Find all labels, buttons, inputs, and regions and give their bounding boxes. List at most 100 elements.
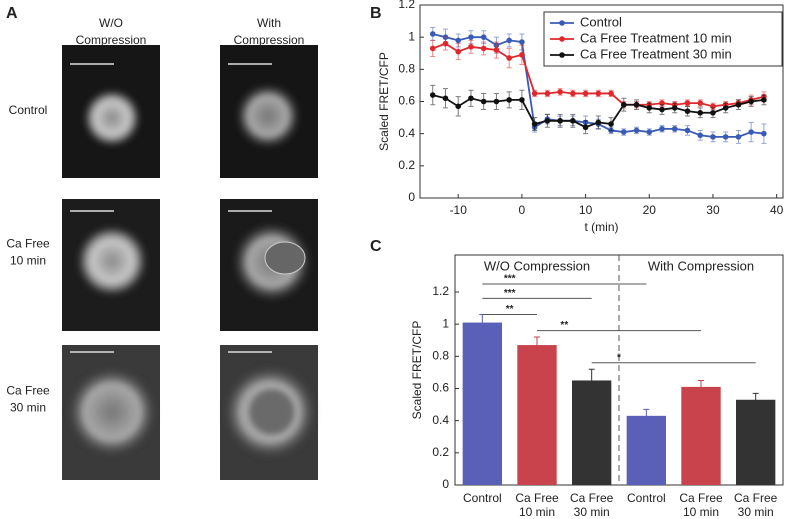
series-marker (684, 108, 691, 114)
error-bar (698, 379, 704, 394)
micrograph (220, 345, 318, 480)
y-tick-label: 0.8 (432, 349, 449, 363)
series-marker (608, 90, 614, 97)
y-tick-label: 0.4 (398, 126, 415, 140)
x-tick-label: Control (627, 491, 666, 505)
series-marker (519, 39, 525, 45)
series-marker (748, 129, 754, 135)
significance-label: ** (506, 304, 514, 315)
series-marker (442, 40, 449, 47)
significance-label: * (617, 352, 621, 363)
legend-label: Control (580, 14, 622, 29)
column-label-part: With (257, 16, 281, 30)
series-marker (544, 90, 551, 97)
series-marker (671, 126, 678, 132)
series-marker (480, 98, 487, 105)
legend-marker (559, 52, 565, 58)
error-bar (534, 336, 540, 354)
x-tick-label: Control (463, 491, 502, 505)
micrograph (62, 45, 160, 178)
series-marker (531, 121, 538, 127)
legend-box (543, 11, 783, 67)
series-marker (735, 101, 742, 108)
series-marker (684, 100, 691, 106)
series-marker (455, 103, 462, 110)
series-marker (697, 132, 704, 139)
series-marker (493, 98, 500, 105)
row-label: 30 min (10, 401, 46, 415)
x-tick-label: 40 (770, 203, 784, 217)
series-marker (582, 90, 589, 97)
y-tick-label: 1.2 (432, 284, 449, 298)
bar (681, 386, 721, 485)
series-marker (748, 98, 754, 105)
y-tick-label: 0.4 (432, 413, 449, 427)
panel-label: A (6, 5, 18, 22)
x-axis-label: t (min) (585, 220, 619, 234)
panel-a: A (6, 5, 318, 480)
bar (517, 345, 557, 485)
error-bar (588, 368, 595, 393)
x-tick-label: 10 min (519, 505, 555, 519)
x-tick-label: Ca Free (734, 491, 778, 505)
legend-label: Ca Free Treatment 10 min (580, 30, 732, 45)
micrograph (62, 199, 160, 331)
column-label: W/O Compression (76, 16, 147, 47)
y-tick-label: 1 (408, 29, 415, 43)
legend-marker (559, 20, 565, 26)
y-tick-label: 1 (442, 316, 449, 330)
series-marker (429, 92, 436, 98)
series-marker (646, 129, 653, 135)
y-tick-label: 0.6 (432, 381, 449, 395)
y-tick-label: 0 (442, 477, 449, 491)
series-marker (659, 106, 665, 113)
series-marker (722, 134, 729, 140)
group-label: W/O Compression (484, 258, 590, 273)
bar (462, 322, 503, 485)
series-marker (506, 97, 512, 103)
y-tick-label: 0.2 (398, 158, 415, 172)
series-marker (429, 45, 436, 52)
x-tick-label: 10 min (683, 505, 719, 519)
bar (571, 380, 612, 485)
row-label: Control (9, 103, 48, 117)
series-marker (595, 119, 602, 126)
x-tick-label: 10 (579, 203, 593, 217)
series-marker (722, 105, 729, 111)
series-marker (595, 90, 602, 97)
series-marker (697, 100, 704, 106)
series-marker (608, 121, 614, 127)
y-axis-label: Scaled FRET/CFP (377, 52, 391, 151)
column-label-part: W/O (99, 16, 123, 30)
x-tick-label: 30 min (738, 505, 774, 519)
x-tick-label: Ca Free (679, 491, 723, 505)
y-tick-label: 0 (408, 190, 415, 204)
panel-label: B (370, 5, 382, 22)
series-marker (761, 130, 767, 137)
x-tick-label: 0 (519, 203, 526, 217)
series-marker (468, 44, 474, 50)
series-marker (455, 48, 462, 55)
series-marker (480, 45, 487, 52)
series-marker (659, 126, 665, 132)
significance-label: *** (504, 274, 516, 285)
micrograph (220, 45, 318, 178)
x-tick-label: Ca Free (515, 491, 559, 505)
series-marker (710, 109, 716, 116)
row-label: Ca Free (6, 384, 50, 398)
series-marker (582, 124, 589, 131)
series-marker (570, 90, 576, 97)
panel-label: C (370, 238, 382, 255)
series-marker (761, 97, 767, 103)
legend-label: Ca Free Treatment 30 min (580, 46, 732, 61)
x-tick-label: 30 (706, 203, 720, 217)
row-label: 10 min (10, 254, 46, 268)
series-marker (735, 134, 742, 140)
series-marker (429, 31, 436, 37)
column-label: With Compression (234, 16, 305, 47)
micrograph (62, 345, 160, 480)
significance-label: ** (560, 320, 568, 331)
series-marker (557, 89, 563, 95)
series-marker (633, 127, 640, 134)
